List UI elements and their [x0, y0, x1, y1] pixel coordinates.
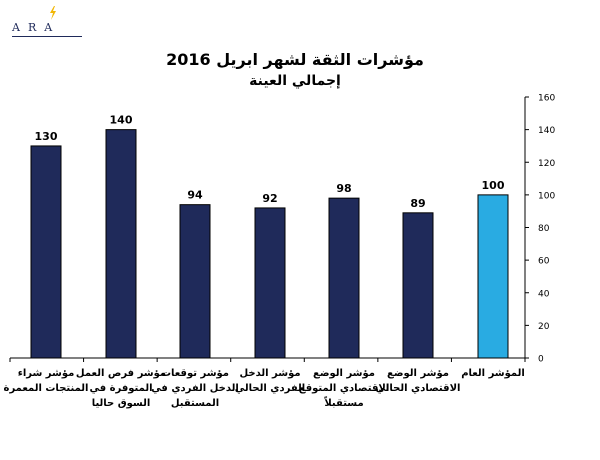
lightning-icon: [50, 6, 56, 20]
bar-value-label: 92: [262, 192, 277, 205]
bar: [402, 212, 434, 359]
y-tick-label: 40: [538, 289, 550, 299]
bar: [105, 129, 137, 359]
bar-value-label: 94: [187, 189, 203, 202]
bar-value-label: 89: [410, 197, 425, 210]
x-category-label: مؤشر الدخل الفردي الحالي: [234, 368, 306, 394]
logo-text: ARA: [12, 21, 61, 34]
bar-value-label: 130: [35, 130, 58, 143]
x-category-label: مؤشر توقعات الدخل الفردي في المستقبل: [151, 368, 239, 409]
y-tick-label: 120: [538, 159, 555, 169]
chart-subtitle: إجمالي العينة: [249, 73, 341, 89]
y-tick-label: 100: [538, 191, 555, 201]
x-category-label: مؤشر الوضع الاقتصادي الحالي: [375, 368, 461, 394]
bar: [254, 207, 286, 359]
bar-value-label: 100: [482, 179, 505, 192]
y-tick-label: 160: [538, 94, 555, 104]
y-tick-label: 80: [538, 224, 550, 234]
x-category-label: مؤشر شراء المنتجات المعمرة: [3, 368, 89, 394]
y-tick-label: 0: [538, 355, 544, 365]
chart-title: مؤشرات الثقة لشهر ابريل 2016: [166, 50, 424, 69]
bar-value-label: 140: [110, 114, 133, 127]
x-category-label: المؤشر العام: [461, 368, 525, 379]
bar-value-label: 98: [336, 182, 351, 195]
logo-rule: [12, 36, 82, 37]
x-category-label: مؤشر فرص العمل المتوفرة في السوق حاليا: [75, 368, 167, 409]
bar: [30, 145, 62, 359]
y-tick-label: 60: [538, 257, 550, 267]
bar: [328, 197, 360, 359]
y-tick-label: 140: [538, 126, 555, 136]
ara-logo: ARA: [12, 6, 92, 38]
x-category-label: مؤشر الوضع الاقتصادي المتوقع مستقبلاً: [298, 368, 390, 409]
y-tick-label: 20: [538, 322, 550, 332]
bar-highlight: [477, 194, 509, 359]
bar: [179, 204, 211, 359]
